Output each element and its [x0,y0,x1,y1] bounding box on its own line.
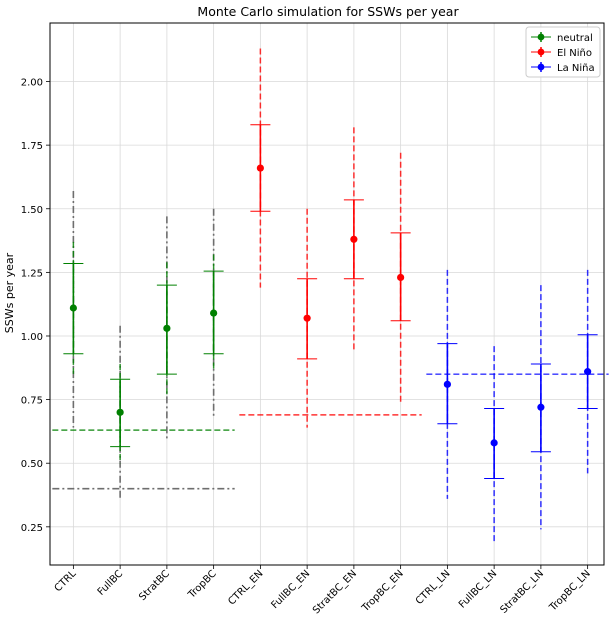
x-tick-label: StratBC_EN [311,568,359,616]
data-point [584,368,592,376]
data-point [116,408,124,416]
data-point [303,314,311,322]
y-tick-label: 2.00 [21,78,43,89]
data-point [490,439,498,447]
legend-box [525,26,601,78]
legend-marker-dot [537,33,545,41]
x-tick-label: CTRL_LN [414,568,453,607]
data-point [163,324,171,332]
y-tick-label: 1.75 [21,141,43,152]
x-tick-label: StratBC [137,568,172,603]
legend-label: El Niño [557,48,592,59]
y-tick-label: 0.25 [21,523,43,534]
legend-label: neutral [557,33,593,44]
x-tick-label: FullBC_LN [457,568,499,610]
y-tick-label: 1.00 [21,332,43,343]
chart-title: Monte Carlo simulation for SSWs per year [197,4,459,19]
data-point [256,164,264,172]
legend: neutral El Niño La Niña [525,26,601,78]
y-tick-label: 0.50 [21,459,43,470]
mean-lines [52,373,609,431]
data-point [537,403,545,411]
x-tick-label: CTRL_EN [226,568,265,607]
legend-marker-dot [537,48,545,56]
legend-label: La Niña [557,63,595,74]
x-tick-label: CTRL [53,568,79,594]
reference-layer [52,190,235,499]
y-axis-ticks: 0.25 0.50 0.75 1.00 1.25 1.50 1.75 2.00 [21,78,50,534]
y-tick-label: 1.25 [21,268,43,279]
plot-frame [49,22,605,566]
grid-lines [50,23,604,565]
x-tick-label: StratBC_LN [499,568,546,615]
x-tick-label: FullBC [96,568,126,598]
data-point [350,235,358,243]
y-tick-label: 0.75 [21,396,43,407]
data-point [210,309,218,317]
data-point [397,273,405,282]
x-axis-ticks: CTRL FullBC StratBC TropBC CTRL_EN FullBC_ENS… [53,565,593,616]
series-layer [63,48,598,543]
data-point [443,380,451,388]
data-point [69,304,77,312]
y-tick-label: 1.50 [21,205,43,216]
x-tick-label: TropBC [186,568,219,601]
x-tick-label: FullBC_EN [269,568,312,611]
x-tick-label: TropBC_LN [547,568,593,614]
legend-marker-dot [537,63,545,71]
y-axis-label: SSWs per year [3,252,16,333]
x-tick-label: TropBC_EN [359,568,405,614]
